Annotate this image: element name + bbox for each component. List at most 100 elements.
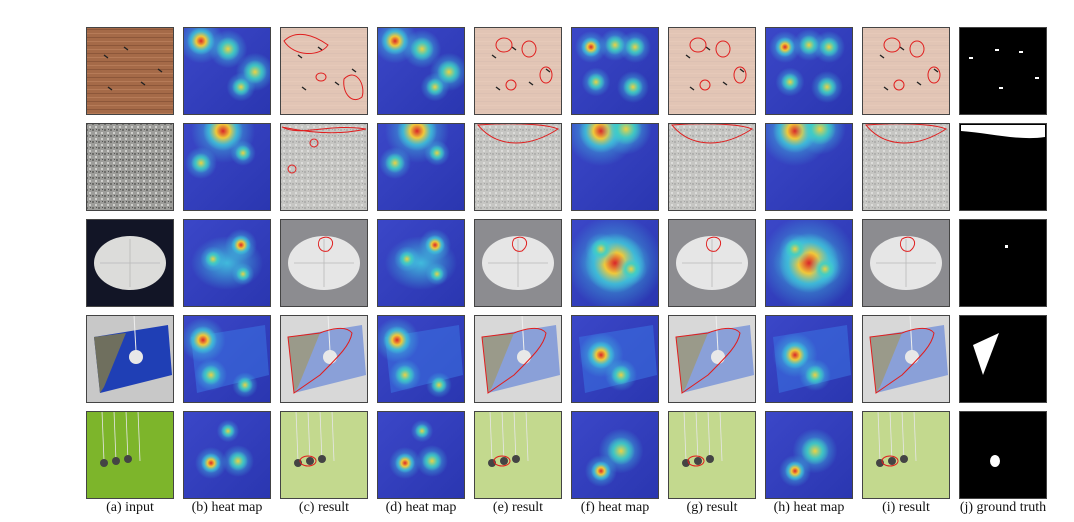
wire-weight — [706, 455, 714, 463]
heat-spot — [415, 424, 429, 438]
panel-wood-heat-3 — [377, 27, 465, 115]
heat-spot — [431, 377, 447, 393]
tile-hole — [129, 350, 143, 364]
wire-weight — [900, 455, 908, 463]
ground-truth-background — [959, 315, 1047, 403]
defect-mark — [317, 46, 323, 51]
panel-wire-gt-9 — [959, 411, 1047, 499]
defect-mark — [351, 68, 357, 73]
panel-wood-heat-5 — [571, 27, 659, 115]
heat-spot — [425, 235, 445, 255]
panel-frame — [668, 411, 756, 499]
panel-frame — [959, 411, 1047, 499]
panel-frame — [86, 219, 174, 307]
defect-contour — [281, 126, 367, 134]
panel-frame — [183, 123, 271, 211]
column-caption: (a) input — [106, 500, 154, 515]
defect-contour — [287, 164, 297, 174]
defect-mark — [297, 54, 303, 59]
panel-frame — [668, 123, 756, 211]
carpet-texture — [86, 123, 174, 211]
panel-frame — [862, 315, 950, 403]
panel-pill-heat-1 — [183, 219, 271, 307]
panel-wire-result-4 — [474, 411, 562, 499]
heat-spot — [430, 267, 444, 281]
defect-mark — [334, 81, 340, 86]
panel-frame — [280, 27, 368, 115]
defect-contour — [309, 138, 319, 148]
defect-contour — [883, 37, 901, 53]
panel-frame — [280, 123, 368, 211]
tile-defect — [482, 333, 514, 393]
heat-spot — [383, 326, 411, 354]
panel-frame — [183, 315, 271, 403]
heat-spot — [623, 77, 643, 97]
panel-carpet-result-2 — [280, 123, 368, 211]
heat-spot — [187, 27, 215, 55]
heat-spot — [621, 259, 641, 279]
panel-wood-result-4 — [474, 27, 562, 115]
panel-frame — [765, 27, 853, 115]
panel-frame — [862, 411, 950, 499]
heat-spot — [228, 451, 248, 471]
wire-weight — [112, 457, 120, 465]
panel-frame — [474, 219, 562, 307]
panel-frame — [377, 27, 465, 115]
panel-pill-input-0 — [86, 219, 174, 307]
defect-contour — [733, 66, 747, 84]
panel-frame — [377, 411, 465, 499]
panel-frame — [183, 27, 271, 115]
defect-contour — [705, 236, 721, 252]
panel-frame — [86, 123, 174, 211]
panel-carpet-result-4 — [474, 123, 562, 211]
heat-spot — [395, 453, 415, 473]
heat-spot — [581, 37, 601, 57]
tile-defect — [288, 333, 320, 393]
panel-frame — [571, 219, 659, 307]
panel-wire-heat-3 — [377, 411, 465, 499]
heat-spot — [236, 267, 250, 281]
panel-carpet-gt-9 — [959, 123, 1047, 211]
ground-truth-mask — [1035, 77, 1039, 79]
column-caption: (b) heat map — [191, 500, 263, 515]
heat-spot — [232, 78, 250, 96]
defect-mark — [722, 81, 728, 86]
panel-carpet-heat-1 — [183, 123, 271, 211]
panel-pill-gt-9 — [959, 219, 1047, 307]
panel-tile-gt-9 — [959, 315, 1047, 403]
panel-frame — [959, 123, 1047, 211]
panel-tile-result-4 — [474, 315, 562, 403]
heat-spot — [805, 365, 825, 385]
defect-mark — [107, 86, 113, 91]
tile-defect — [676, 333, 708, 393]
panel-wood-heat-7 — [765, 27, 853, 115]
ground-truth-background — [959, 27, 1047, 115]
panel-frame — [959, 219, 1047, 307]
panel-frame — [474, 123, 562, 211]
defect-contour — [869, 327, 935, 394]
panel-wire-result-6 — [668, 411, 756, 499]
wire-background — [280, 411, 368, 499]
defect-contour — [511, 236, 527, 252]
panel-frame — [183, 411, 271, 499]
panel-wood-result-2 — [280, 27, 368, 115]
panel-frame — [765, 315, 853, 403]
wire-background — [862, 411, 950, 499]
defect-mark — [157, 68, 163, 73]
panel-pill-result-8 — [862, 219, 950, 307]
panel-carpet-heat-3 — [377, 123, 465, 211]
panel-pill-result-4 — [474, 219, 562, 307]
tile-defect — [94, 333, 126, 393]
defect-mark — [528, 81, 534, 86]
heat-spot — [587, 341, 615, 369]
defect-mark — [705, 46, 711, 51]
defect-contour — [689, 37, 707, 53]
column-caption: (j) ground truth — [959, 500, 1047, 515]
heat-spot — [610, 123, 642, 145]
panel-frame — [765, 411, 853, 499]
ground-truth-mask — [973, 333, 999, 375]
heat-spot — [781, 73, 799, 91]
panel-wire-input-0 — [86, 411, 174, 499]
panel-frame — [668, 219, 756, 307]
panel-carpet-input-0 — [86, 123, 174, 211]
